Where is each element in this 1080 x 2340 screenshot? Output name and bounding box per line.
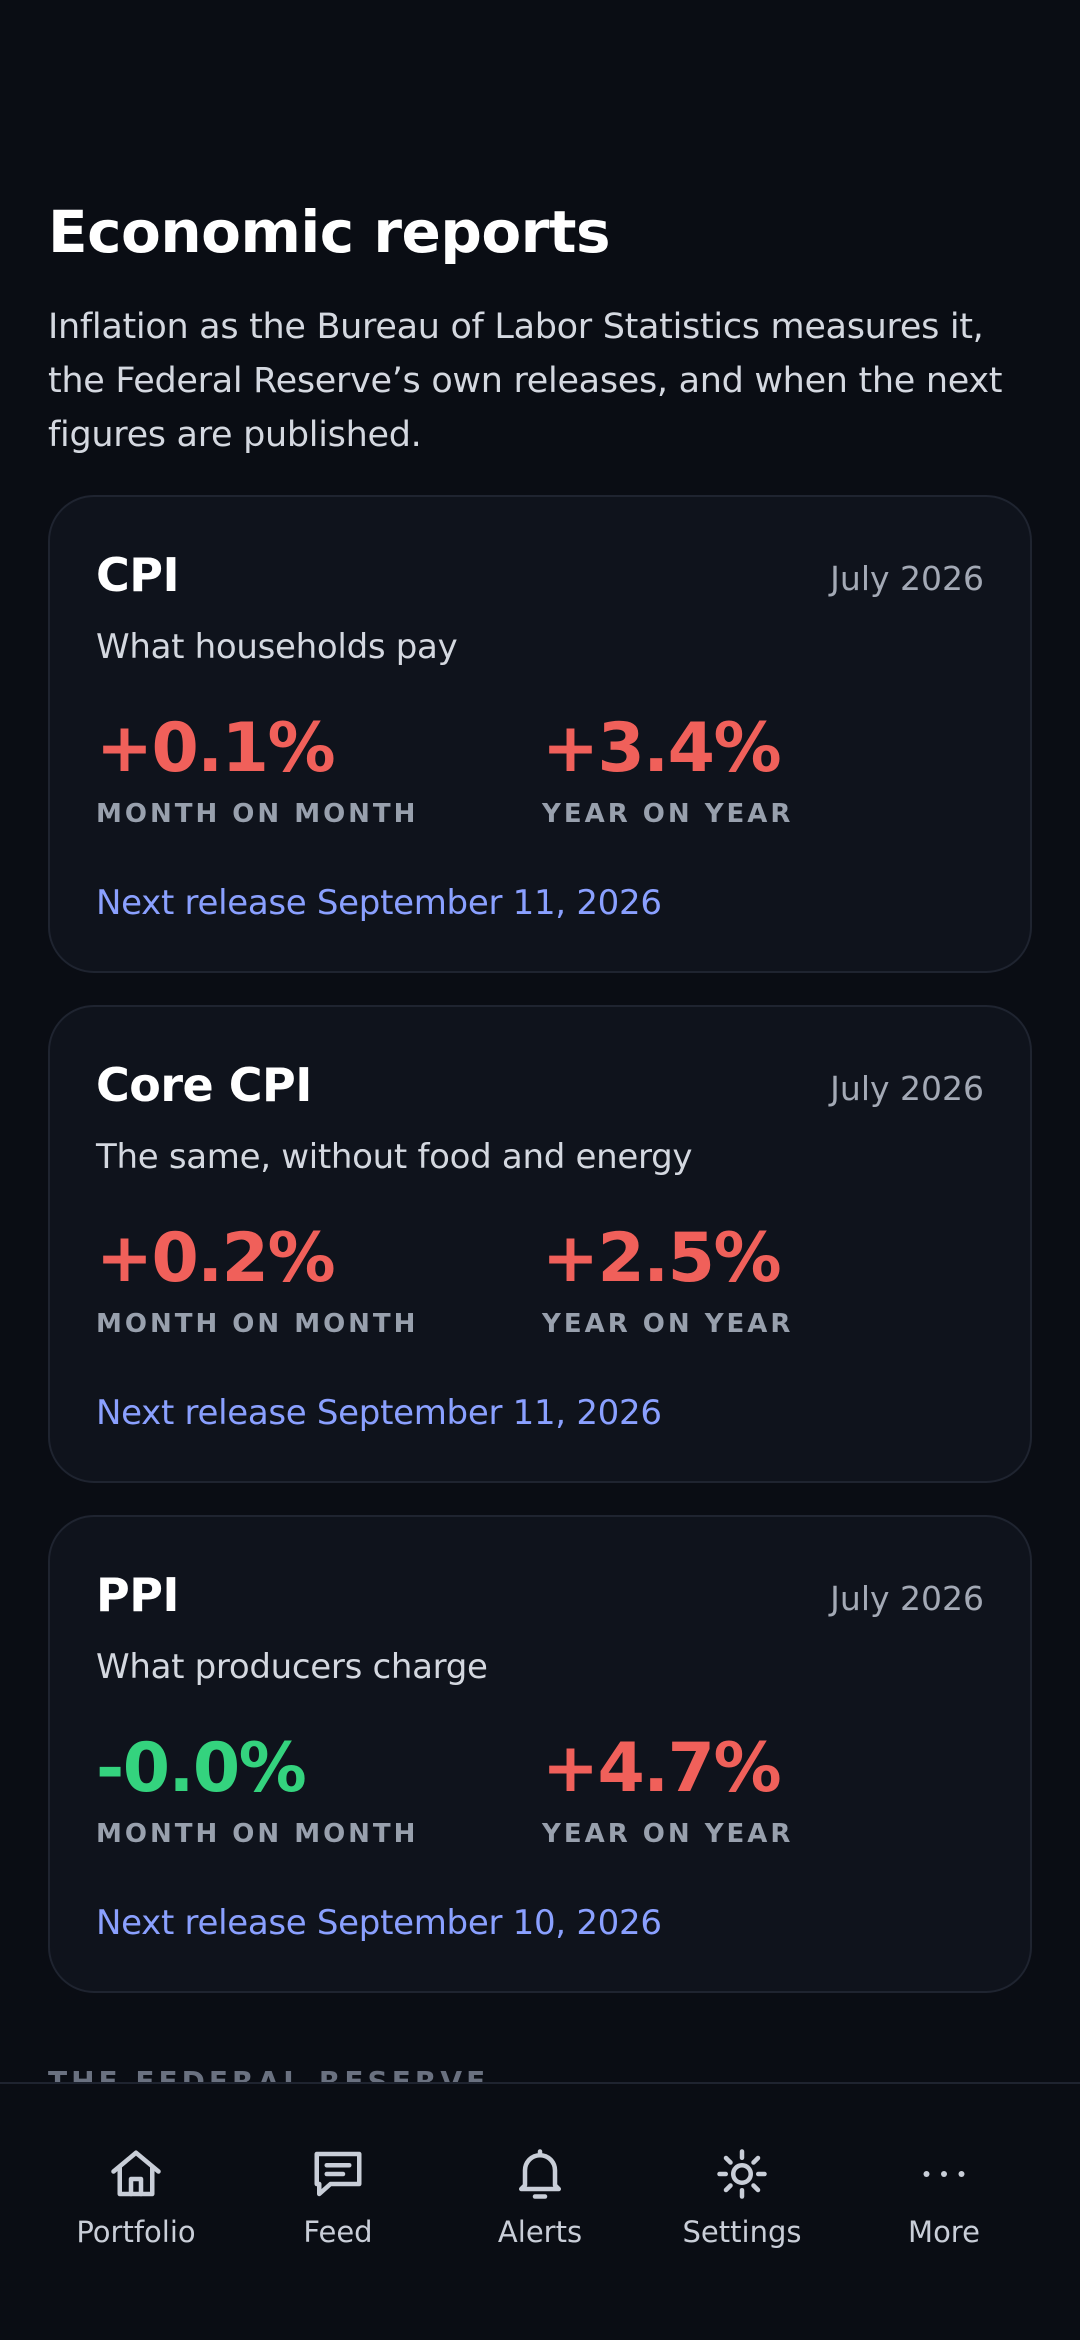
month-on-month-value: +0.2% <box>96 1219 336 1298</box>
bell-icon <box>519 2149 561 2199</box>
month-on-month-value: -0.0% <box>96 1729 307 1808</box>
month-on-month-value: +0.1% <box>96 709 336 788</box>
month-on-month-label: MONTH ON MONTH <box>96 799 419 829</box>
report-card-cpi[interactable]: CPI July 2026 What households pay +0.1% … <box>48 495 1032 973</box>
report-description: What households pay <box>96 627 458 667</box>
year-on-year-metric: +2.5% YEAR ON YEAR <box>542 1219 793 1341</box>
report-description: What producers charge <box>96 1647 488 1687</box>
bottom-tab-bar: Portfolio Feed Alerts <box>0 2082 1080 2340</box>
tab-label: Portfolio <box>76 2215 196 2249</box>
page-title: Economic reports <box>48 198 611 266</box>
next-release-link[interactable]: Next release September 11, 2026 <box>96 1393 662 1433</box>
tab-settings[interactable]: Settings <box>642 2084 842 2284</box>
year-on-year-value: +4.7% <box>542 1729 782 1808</box>
month-on-month-label: MONTH ON MONTH <box>96 1819 419 1849</box>
home-icon <box>111 2150 161 2197</box>
year-on-year-label: YEAR ON YEAR <box>542 799 794 829</box>
tab-feed[interactable]: Feed <box>238 2084 438 2284</box>
year-on-year-label: YEAR ON YEAR <box>542 1309 794 1339</box>
report-period: July 2026 <box>830 1579 984 1618</box>
tab-portfolio[interactable]: Portfolio <box>36 2084 236 2284</box>
tab-more[interactable]: More <box>844 2084 1044 2284</box>
report-card-ppi[interactable]: PPI July 2026 What producers charge -0.0… <box>48 1515 1032 1993</box>
report-card-core-cpi[interactable]: Core CPI July 2026 The same, without foo… <box>48 1005 1032 1483</box>
year-on-year-metric: +3.4% YEAR ON YEAR <box>542 709 793 831</box>
tab-label: Settings <box>682 2215 802 2249</box>
year-on-year-label: YEAR ON YEAR <box>542 1819 794 1849</box>
report-period: July 2026 <box>830 1069 984 1108</box>
tab-label: Alerts <box>497 2215 583 2249</box>
more-icon <box>923 2171 965 2177</box>
year-on-year-metric: +4.7% YEAR ON YEAR <box>542 1729 793 1851</box>
month-on-month-metric: -0.0% MONTH ON MONTH <box>96 1729 418 1851</box>
report-name: PPI <box>96 1568 180 1622</box>
report-name: CPI <box>96 548 180 602</box>
month-on-month-label: MONTH ON MONTH <box>96 1309 419 1339</box>
report-name: Core CPI <box>96 1058 312 1112</box>
page-intro: Inflation as the Bureau of Labor Statist… <box>48 307 1003 455</box>
next-release-link[interactable]: Next release September 11, 2026 <box>96 883 662 923</box>
report-period: July 2026 <box>830 559 984 598</box>
next-release-link[interactable]: Next release September 10, 2026 <box>96 1903 662 1943</box>
gear-icon <box>717 2149 767 2199</box>
report-description: The same, without food and energy <box>96 1137 693 1177</box>
message-icon <box>314 2151 362 2197</box>
tab-label: Feed <box>303 2215 373 2249</box>
month-on-month-metric: +0.2% MONTH ON MONTH <box>96 1219 418 1341</box>
year-on-year-value: +3.4% <box>542 709 782 788</box>
tab-label: More <box>908 2215 980 2249</box>
month-on-month-metric: +0.1% MONTH ON MONTH <box>96 709 418 831</box>
tab-alerts[interactable]: Alerts <box>440 2084 640 2284</box>
year-on-year-value: +2.5% <box>542 1219 782 1298</box>
